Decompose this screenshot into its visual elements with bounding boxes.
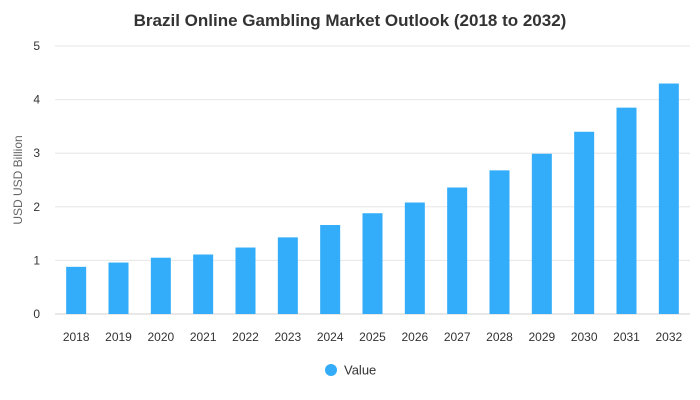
x-tick-label: 2031 [613, 330, 640, 344]
y-tick-label: 5 [33, 39, 40, 53]
y-tick-label: 1 [33, 253, 40, 267]
x-tick-label: 2025 [359, 330, 386, 344]
bar-2029[interactable] [531, 153, 552, 314]
y-tick-label: 2 [33, 200, 40, 214]
x-tick-label: 2021 [190, 330, 217, 344]
legend-label-value: Value [344, 363, 376, 378]
x-tick-label: 2028 [486, 330, 513, 344]
bar-2025[interactable] [362, 213, 383, 314]
x-axis-ticks: 2018 2019 2020 2021 2022 2023 2024 2025 2026 2027… [63, 330, 683, 344]
bar-2027[interactable] [447, 187, 468, 314]
x-tick-label: 2020 [147, 330, 174, 344]
bars [66, 83, 679, 315]
y-axis-label: USD USD Billion [11, 135, 25, 224]
bar-2023[interactable] [277, 237, 298, 314]
y-axis-ticks: 0 1 2 3 4 5 [33, 39, 40, 321]
y-tick-label: 0 [33, 307, 40, 321]
bar-2024[interactable] [320, 225, 341, 314]
bar-2026[interactable] [404, 202, 425, 314]
bar-2030[interactable] [574, 131, 595, 314]
bar-2019[interactable] [108, 262, 129, 314]
bar-2020[interactable] [150, 257, 171, 314]
chart-title: Brazil Online Gambling Market Outlook (2… [134, 11, 567, 30]
bar-2022[interactable] [235, 247, 256, 314]
x-tick-label: 2030 [571, 330, 598, 344]
legend[interactable]: Value [325, 363, 376, 378]
x-tick-label: 2027 [444, 330, 471, 344]
x-tick-label: 2029 [528, 330, 555, 344]
bar-2031[interactable] [616, 107, 637, 314]
bar-2018[interactable] [66, 266, 87, 314]
x-tick-label: 2024 [317, 330, 344, 344]
bar-2028[interactable] [489, 170, 510, 314]
x-tick-label: 2023 [274, 330, 301, 344]
x-tick-label: 2018 [63, 330, 90, 344]
bar-2021[interactable] [193, 254, 214, 314]
bar-2032[interactable] [658, 83, 679, 315]
x-tick-label: 2026 [401, 330, 428, 344]
x-tick-label: 2032 [655, 330, 682, 344]
y-tick-label: 4 [33, 93, 40, 107]
y-tick-label: 3 [33, 146, 40, 160]
x-tick-label: 2019 [105, 330, 132, 344]
x-tick-label: 2022 [232, 330, 259, 344]
legend-marker-value [325, 364, 337, 376]
